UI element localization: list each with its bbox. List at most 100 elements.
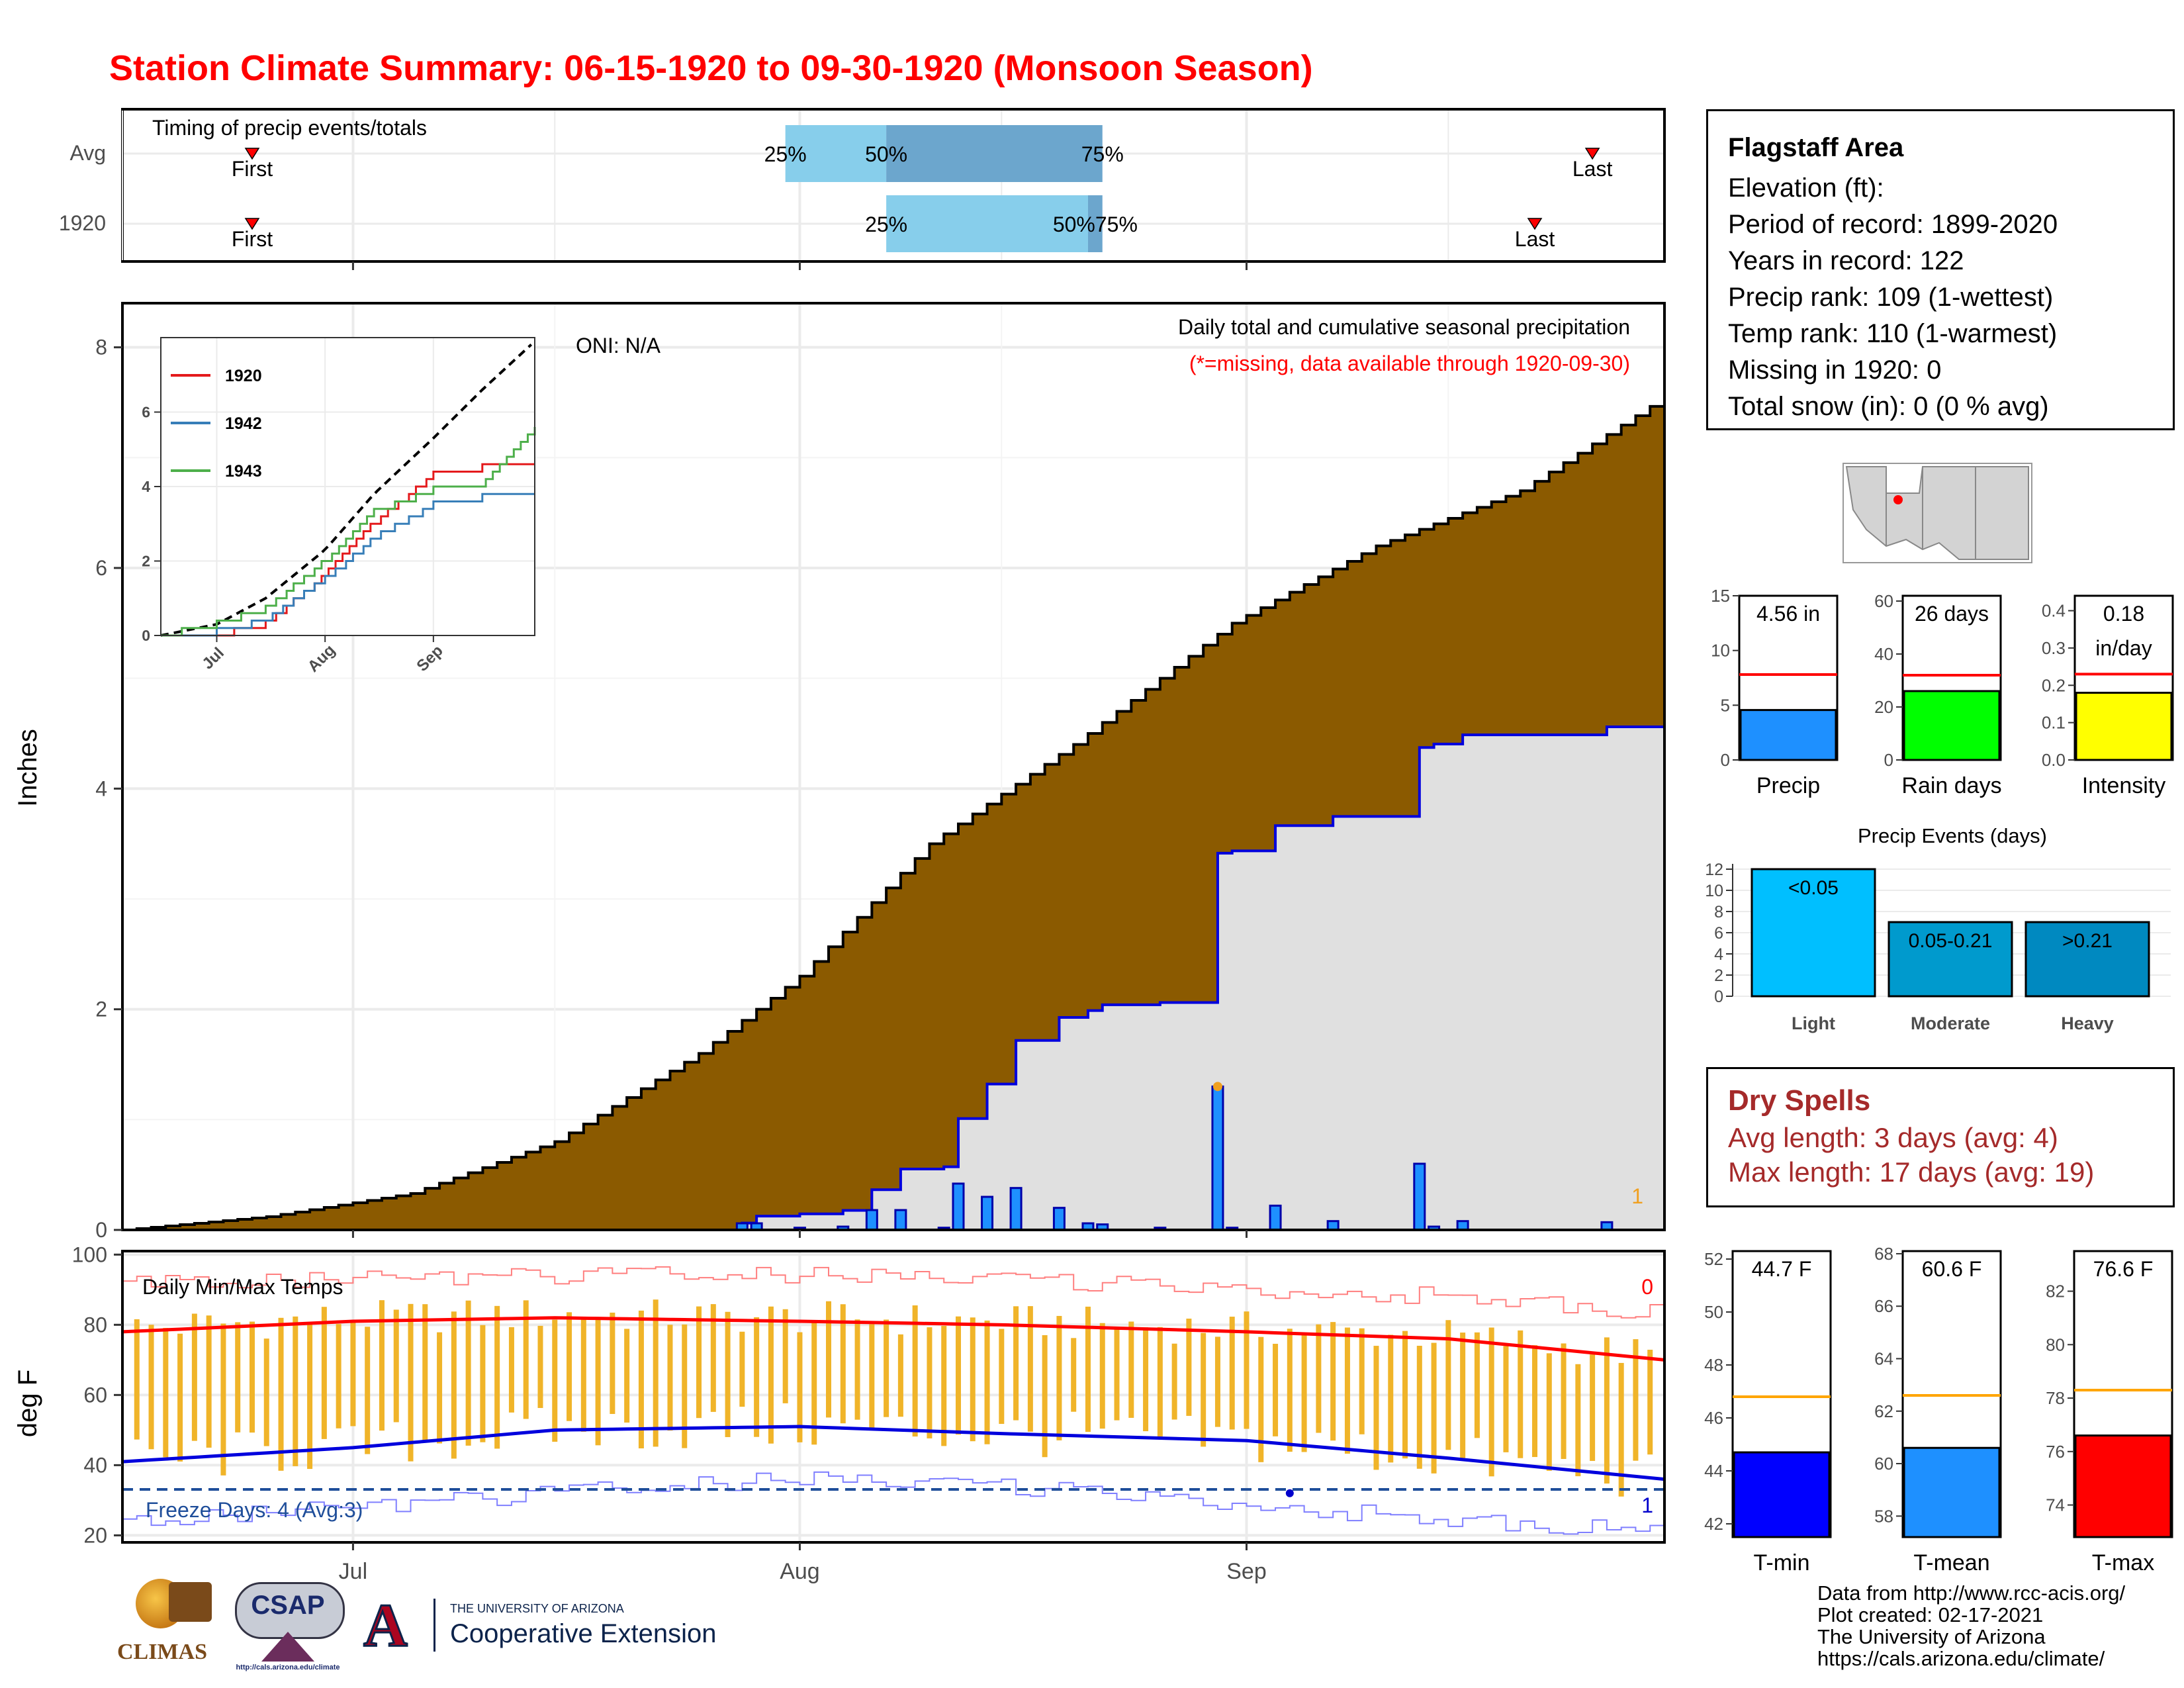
temp-mini-y-tick-label: 80 [2046, 1335, 2065, 1354]
last-event-marker [1527, 218, 1543, 230]
daily-temp-bar [1647, 1349, 1653, 1455]
temp-mini-y-tick-label: 60 [1874, 1454, 1893, 1474]
pct-25-label: 25% [764, 142, 807, 166]
mini-bar-0 [1739, 709, 1837, 761]
x-month-label: Jul [339, 1559, 367, 1584]
info-elevation: Elevation (ft): [1728, 173, 1884, 203]
temp-mini-y-tick-label: 52 [1704, 1249, 1723, 1269]
mini-y-tick-label: 0.4 [2042, 601, 2066, 621]
daily-precip-bar [1269, 1204, 1282, 1231]
daily-temp-bar [1359, 1328, 1365, 1434]
events-y-tick-label: 2 [1714, 966, 1723, 985]
inset-series-1920 [161, 463, 535, 637]
daily-temp-bar [1244, 1311, 1250, 1429]
summary-mini-charts: 0 5 10 15 4.56 in Precip 0 20 40 60 26 days Rain da… [1711, 586, 2174, 798]
daily-temp-bar [667, 1325, 673, 1431]
daily-temp-bar [1186, 1318, 1192, 1416]
daily-temp-bar [869, 1324, 875, 1430]
daily-temp-bar [797, 1332, 803, 1442]
mini-bar-1 [1903, 690, 2001, 761]
daily-precip-bar [1009, 1187, 1023, 1231]
mini-y-tick-label: 10 [1711, 641, 1730, 661]
mini-y-tick-label: 60 [1874, 591, 1893, 611]
mini-y-tick-label: 0.0 [2042, 750, 2066, 770]
events-y-tick-label: 0 [1714, 988, 1723, 1006]
temp-mini-category-label: T-mean [1913, 1550, 1989, 1575]
temp-mini-y-tick-label: 82 [2046, 1282, 2065, 1301]
temp-y-tick-label: 60 [83, 1383, 107, 1407]
csap-text: CSAP [251, 1591, 325, 1620]
ua-small-text: THE UNIVERSITY OF ARIZONA [450, 1602, 624, 1615]
daily-temp-bar [999, 1329, 1005, 1425]
mini-category-label: Intensity [2082, 773, 2166, 798]
daily-temp-bar [1042, 1335, 1048, 1458]
inset-series-1943 [161, 427, 536, 637]
dry-spells-avg: Avg length: 3 days (avg: 4) [1728, 1122, 2058, 1153]
cloud-icon [235, 1582, 345, 1639]
daily-temp-bar [927, 1327, 933, 1438]
daily-temp-bar [408, 1303, 414, 1462]
daily-temp-bar [653, 1299, 659, 1447]
daily-temp-bar [1445, 1320, 1451, 1450]
state-outline [1845, 466, 2029, 560]
daily-temp-bar [537, 1325, 543, 1408]
precip-frame [121, 302, 1666, 1231]
events-y-tick-label: 10 [1705, 882, 1723, 900]
daily-temp-bar [1316, 1324, 1322, 1433]
ua-a-icon: A [363, 1591, 408, 1659]
ua-divider [433, 1599, 435, 1652]
daily-precip-bar [1052, 1207, 1066, 1231]
record-low-line [122, 1471, 1665, 1536]
location-map [1843, 463, 2032, 563]
daily-temp-bar [1287, 1329, 1293, 1452]
mini-category-label: Precip [1756, 773, 1820, 798]
pct-50-75-label: 50%75% [1053, 212, 1138, 236]
daily-temp-bar [422, 1304, 428, 1441]
daily-temp-bar [480, 1325, 486, 1442]
max-precip-marker [1212, 1082, 1222, 1092]
events-title: Precip Events (days) [1858, 824, 2047, 847]
temp-y-tick-label: 40 [83, 1453, 107, 1477]
temp-mini-y-tick-label: 58 [1874, 1506, 1893, 1526]
daily-temp-bar [508, 1327, 514, 1413]
first-label: First [232, 157, 273, 181]
daily-temp-bar [567, 1312, 572, 1421]
daily-temp-bar [884, 1319, 889, 1417]
daily-temp-bar [854, 1319, 860, 1420]
daily-temp-bar [840, 1304, 846, 1424]
credit-university: The University of Arizona [1817, 1625, 2046, 1648]
daily-temp-bar [696, 1306, 702, 1419]
daily-temp-bar [451, 1311, 457, 1459]
mini-y-tick-label: 20 [1874, 697, 1893, 717]
temp-mini-y-tick-label: 48 [1704, 1355, 1723, 1375]
daily-temp-bar [1056, 1315, 1062, 1440]
daily-temp-bar [523, 1300, 529, 1419]
precip-events-chart: Precip Events (days) <0.05 Light 0.05-0.21… [1705, 824, 2171, 1033]
mini-y-tick-label: 15 [1711, 586, 1730, 606]
daily-temp-bar [1085, 1306, 1091, 1432]
daily-temp-bar [1373, 1346, 1379, 1470]
daily-temp-bar [148, 1325, 154, 1450]
dry-spells-panel: Dry Spells Avg length: 3 days (avg: 4) M… [1706, 1067, 2175, 1207]
daily-temp-bar [1503, 1346, 1509, 1452]
temp-mini-y-tick-label: 44 [1704, 1461, 1723, 1481]
daily-temp-bar [739, 1331, 745, 1407]
climas-logo: CLIMAS [109, 1579, 215, 1671]
daily-temp-bar [1013, 1306, 1019, 1421]
daily-temp-bar [307, 1323, 313, 1470]
events-bar-2 [2025, 921, 2150, 998]
precip-panel: 0 2 4 6 8 Daily total and cumulative seasona… [13, 302, 1666, 1242]
temp-summary-charts: 42 44 46 48 50 52 44.7 F T-min 58 60 62 64 66 68 60.6 … [1704, 1244, 2173, 1575]
daily-temp-bar [1157, 1327, 1163, 1436]
daily-temp-bar [1590, 1354, 1596, 1461]
daily-temp-bar [897, 1334, 903, 1417]
daily-temp-bar [336, 1324, 341, 1429]
daily-temp-bar [682, 1324, 688, 1448]
climas-text: CLIMAS [116, 1640, 208, 1664]
timing-bar-25-50 [785, 125, 887, 182]
temp-mini-value-label: 60.6 F [1922, 1257, 1982, 1281]
timing-row-1920: 1920 [59, 211, 106, 235]
daily-temp-bar [393, 1309, 399, 1423]
info-period: Period of record: 1899-2020 [1728, 210, 2058, 239]
mini-value-label: 0.18 [2103, 602, 2144, 626]
